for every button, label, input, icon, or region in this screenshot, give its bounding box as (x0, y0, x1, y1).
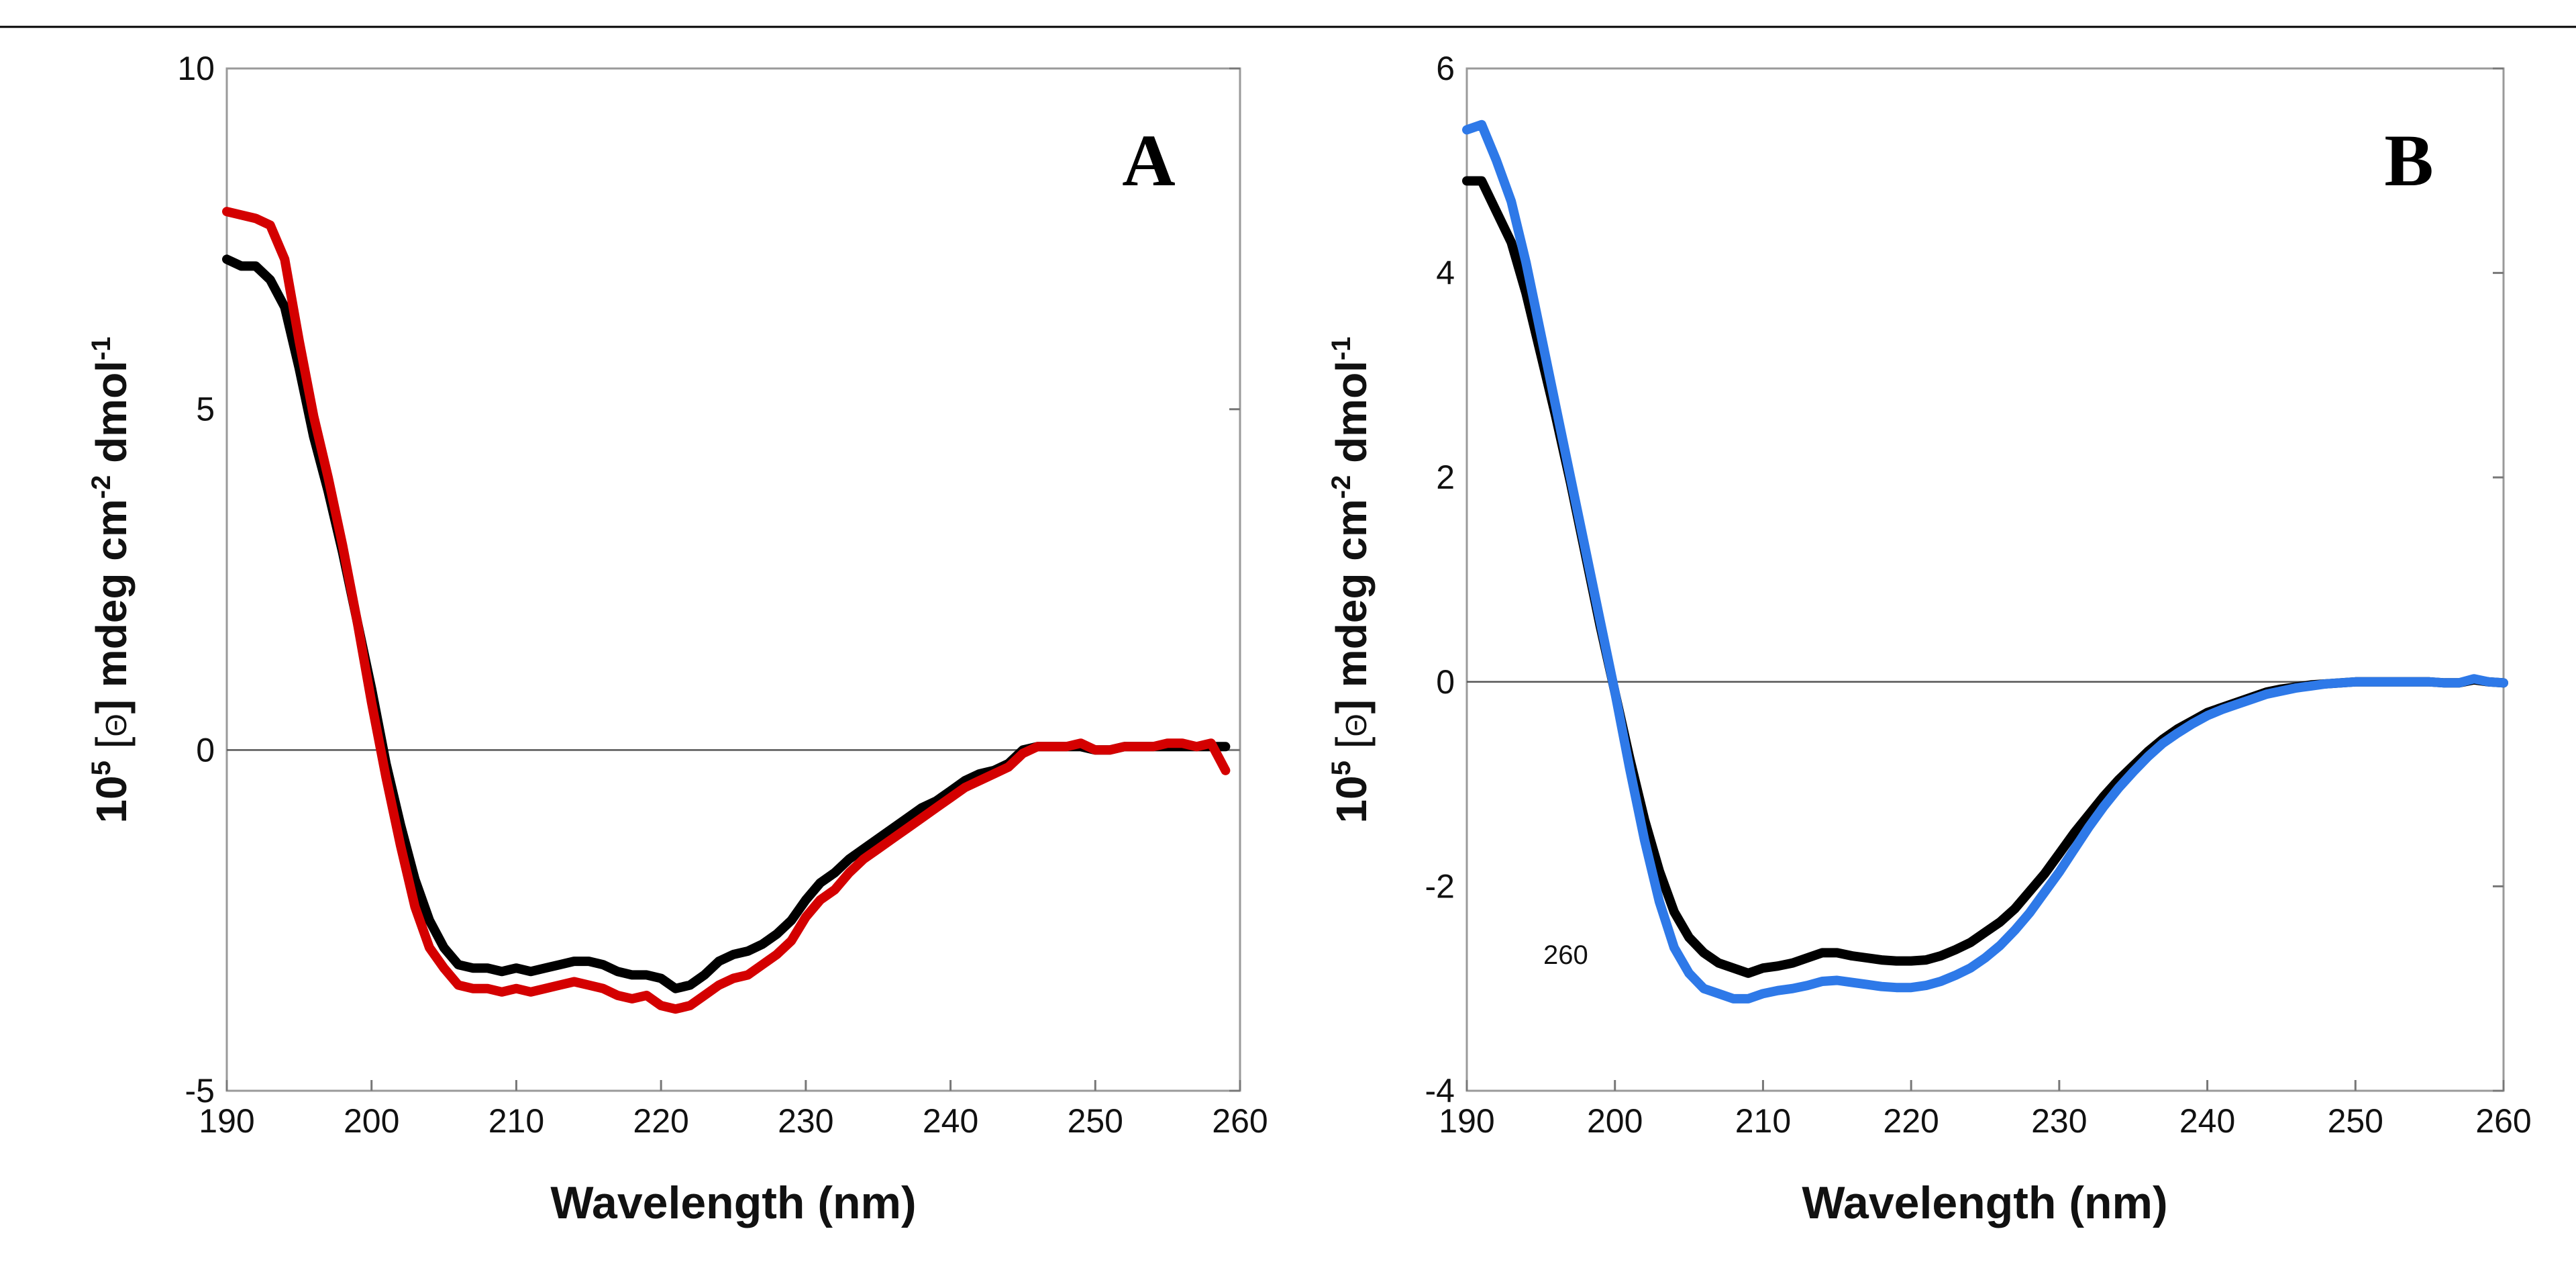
y-label-exp-cm: -2 (87, 475, 116, 499)
y-label-exp-cm: -2 (1327, 475, 1356, 499)
y-label-exp: 5 (1327, 761, 1356, 775)
x-axis-label: Wavelength (nm) (550, 1177, 916, 1228)
x-tick-label: 220 (633, 1102, 688, 1140)
y-label-unit-dmol: dmol (87, 360, 136, 475)
series-line-black (1462, 176, 2508, 978)
y-label-unit-dmol: dmol (1327, 360, 1376, 475)
y-tick-label: 5 (196, 391, 215, 428)
y-tick-label: 0 (196, 731, 215, 769)
series-group (222, 207, 1231, 1014)
y-label-exp: 5 (87, 761, 116, 775)
series-line-red (222, 207, 1231, 1014)
x-tick-label: 250 (1068, 1102, 1123, 1140)
y-tick-label: 2 (1436, 458, 1455, 496)
x-tick-label: 200 (344, 1102, 399, 1140)
x-tick-label: 190 (199, 1102, 254, 1140)
x-tick-label: 250 (2328, 1102, 2383, 1140)
y-tick-label: -4 (1425, 1072, 1455, 1110)
y-tick-label: -5 (185, 1072, 215, 1110)
y-tick-label: 10 (177, 50, 215, 87)
x-tick-label: 210 (488, 1102, 544, 1140)
plot-frame (1465, 67, 2505, 1092)
x-axis-label: Wavelength (nm) (1802, 1177, 2167, 1228)
y-axis-label: 105 [Θ] mdeg cm-2 dmol-1 (1327, 336, 1376, 823)
y-label-exp-dmol: -1 (1327, 336, 1356, 360)
y-label-base: 10 (87, 775, 136, 823)
y-label-base: 10 (1327, 775, 1376, 823)
x-axis: 190 200 210 220 230 240 250 260 (199, 1080, 1268, 1140)
panel-label: B (2384, 119, 2433, 201)
series-line-black (222, 254, 1231, 993)
y-label-unit-cm: ] mdeg cm (1327, 499, 1376, 714)
x-tick-label: 200 (1587, 1102, 1643, 1140)
y-axis-label: 105 [Θ] mdeg cm-2 dmol-1 (87, 336, 136, 823)
x-tick-label: 210 (1735, 1102, 1791, 1140)
x-tick-label: 240 (2179, 1102, 2235, 1140)
y-tick-label: -2 (1425, 867, 1455, 905)
y-label-bracket-open: [ (1327, 736, 1376, 761)
y-label-theta: Θ (100, 714, 133, 736)
series-group (1462, 119, 2508, 1004)
plot-frame (225, 67, 1241, 1092)
series-line-blue (1462, 119, 2508, 1004)
x-tick-label: 230 (2031, 1102, 2087, 1140)
y-tick-label: 0 (1436, 663, 1455, 701)
y-axis: -5 0 5 10 (177, 50, 1240, 1110)
stray-annotation: 260 (1543, 940, 1588, 970)
y-label-theta: Θ (1340, 714, 1373, 736)
panel-label: A (1122, 119, 1175, 201)
x-tick-label: 260 (2475, 1102, 2531, 1140)
x-tick-label: 260 (1212, 1102, 1268, 1140)
y-label-exp-dmol: -1 (87, 336, 116, 360)
x-tick-label: 190 (1439, 1102, 1494, 1140)
x-tick-label: 220 (1883, 1102, 1939, 1140)
y-label-unit-cm: ] mdeg cm (87, 499, 136, 714)
y-tick-label: 6 (1436, 50, 1455, 87)
x-tick-label: 240 (923, 1102, 978, 1140)
x-tick-label: 230 (778, 1102, 833, 1140)
x-axis: 190 200 210 220 230 240 250 260 (1439, 1080, 2532, 1140)
y-label-bracket-open: [ (87, 736, 136, 761)
y-tick-label: 4 (1436, 254, 1455, 292)
